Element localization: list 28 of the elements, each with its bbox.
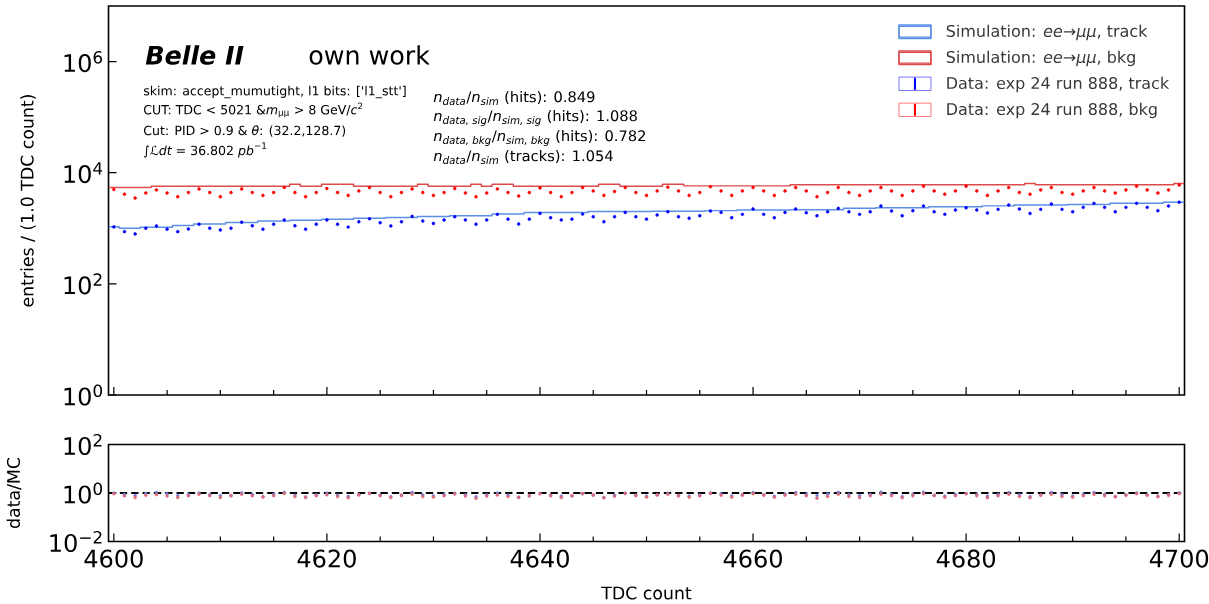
annotation: Belle II bbox=[145, 45, 244, 65]
y-axis-title: entries / (1.0 TDC count) bbox=[20, 95, 36, 307]
annotation: $\textit{n}_{\textit{data}}\text{/}\textit{n}_{\textit{sim}}\text{ (hits): 0.849}$ bbox=[433, 90, 595, 106]
x-tick-label: 4640 bbox=[510, 549, 569, 568]
legend-label: Data: exp 24 run 888, bkg bbox=[947, 102, 1157, 119]
annotation: $\text{∫ℒ}\textit{dt}\text{ = 36.802 }\textit{pb}^{\text{−1}}$ bbox=[143, 142, 267, 158]
legend-label: Simulation: ee→μμ, bkg bbox=[946, 50, 1135, 67]
x-tick-label: 4660 bbox=[723, 549, 782, 568]
x-tick-label: 4700 bbox=[1149, 549, 1209, 568]
annotation: Cut: PID > 0.9 & θ: (32.2,128.7) bbox=[143, 125, 346, 137]
x-tick-label: 4620 bbox=[297, 549, 356, 568]
annotation: $\textit{n}_{\textit{data, bkg}}\text{/}\textit{n}_{\textit{sim, bkg}}\text{ (hits): 0.782}$ bbox=[433, 129, 645, 147]
legend-label: Data: exp 24 run 888, track bbox=[947, 76, 1170, 93]
y-tick-label: 10$^{0}$ bbox=[64, 384, 103, 406]
x-axis-title: TDC count bbox=[601, 586, 692, 600]
y-tick-label: 10$^{4}$ bbox=[64, 162, 103, 184]
annotation: own work bbox=[309, 45, 430, 65]
x-tick-label: 4680 bbox=[936, 549, 996, 568]
legend-label: Simulation: ee→μμ, track bbox=[946, 24, 1148, 41]
y-tick-label: 10$^{2}$ bbox=[64, 273, 102, 295]
y-tick-label: 10$^{0}$ bbox=[64, 482, 103, 504]
annotation: $\textit{n}_{\textit{data, sig}}\text{/}\textit{n}_{\textit{sim, sig}}\text{ (hits): 1.088}$ bbox=[433, 109, 637, 127]
y-axis-title: data/MC bbox=[6, 457, 22, 529]
annotation: $\textit{n}_{\textit{data}}\text{/}\textit{n}_{\textit{sim}}\text{ (tracks): 1.054}$ bbox=[433, 149, 613, 165]
y-tick-label: 10$^{2}$ bbox=[64, 433, 102, 456]
annotation: CUT: TDC < 5021 &m$_{μμ}$ > 8 GeV/c$^{2}$ bbox=[143, 102, 363, 118]
annotation: skim: accept_mumutight, l1 bits: ['l1_stt'] bbox=[143, 85, 406, 99]
y-tick-label: 10$^{6}$ bbox=[64, 50, 103, 73]
